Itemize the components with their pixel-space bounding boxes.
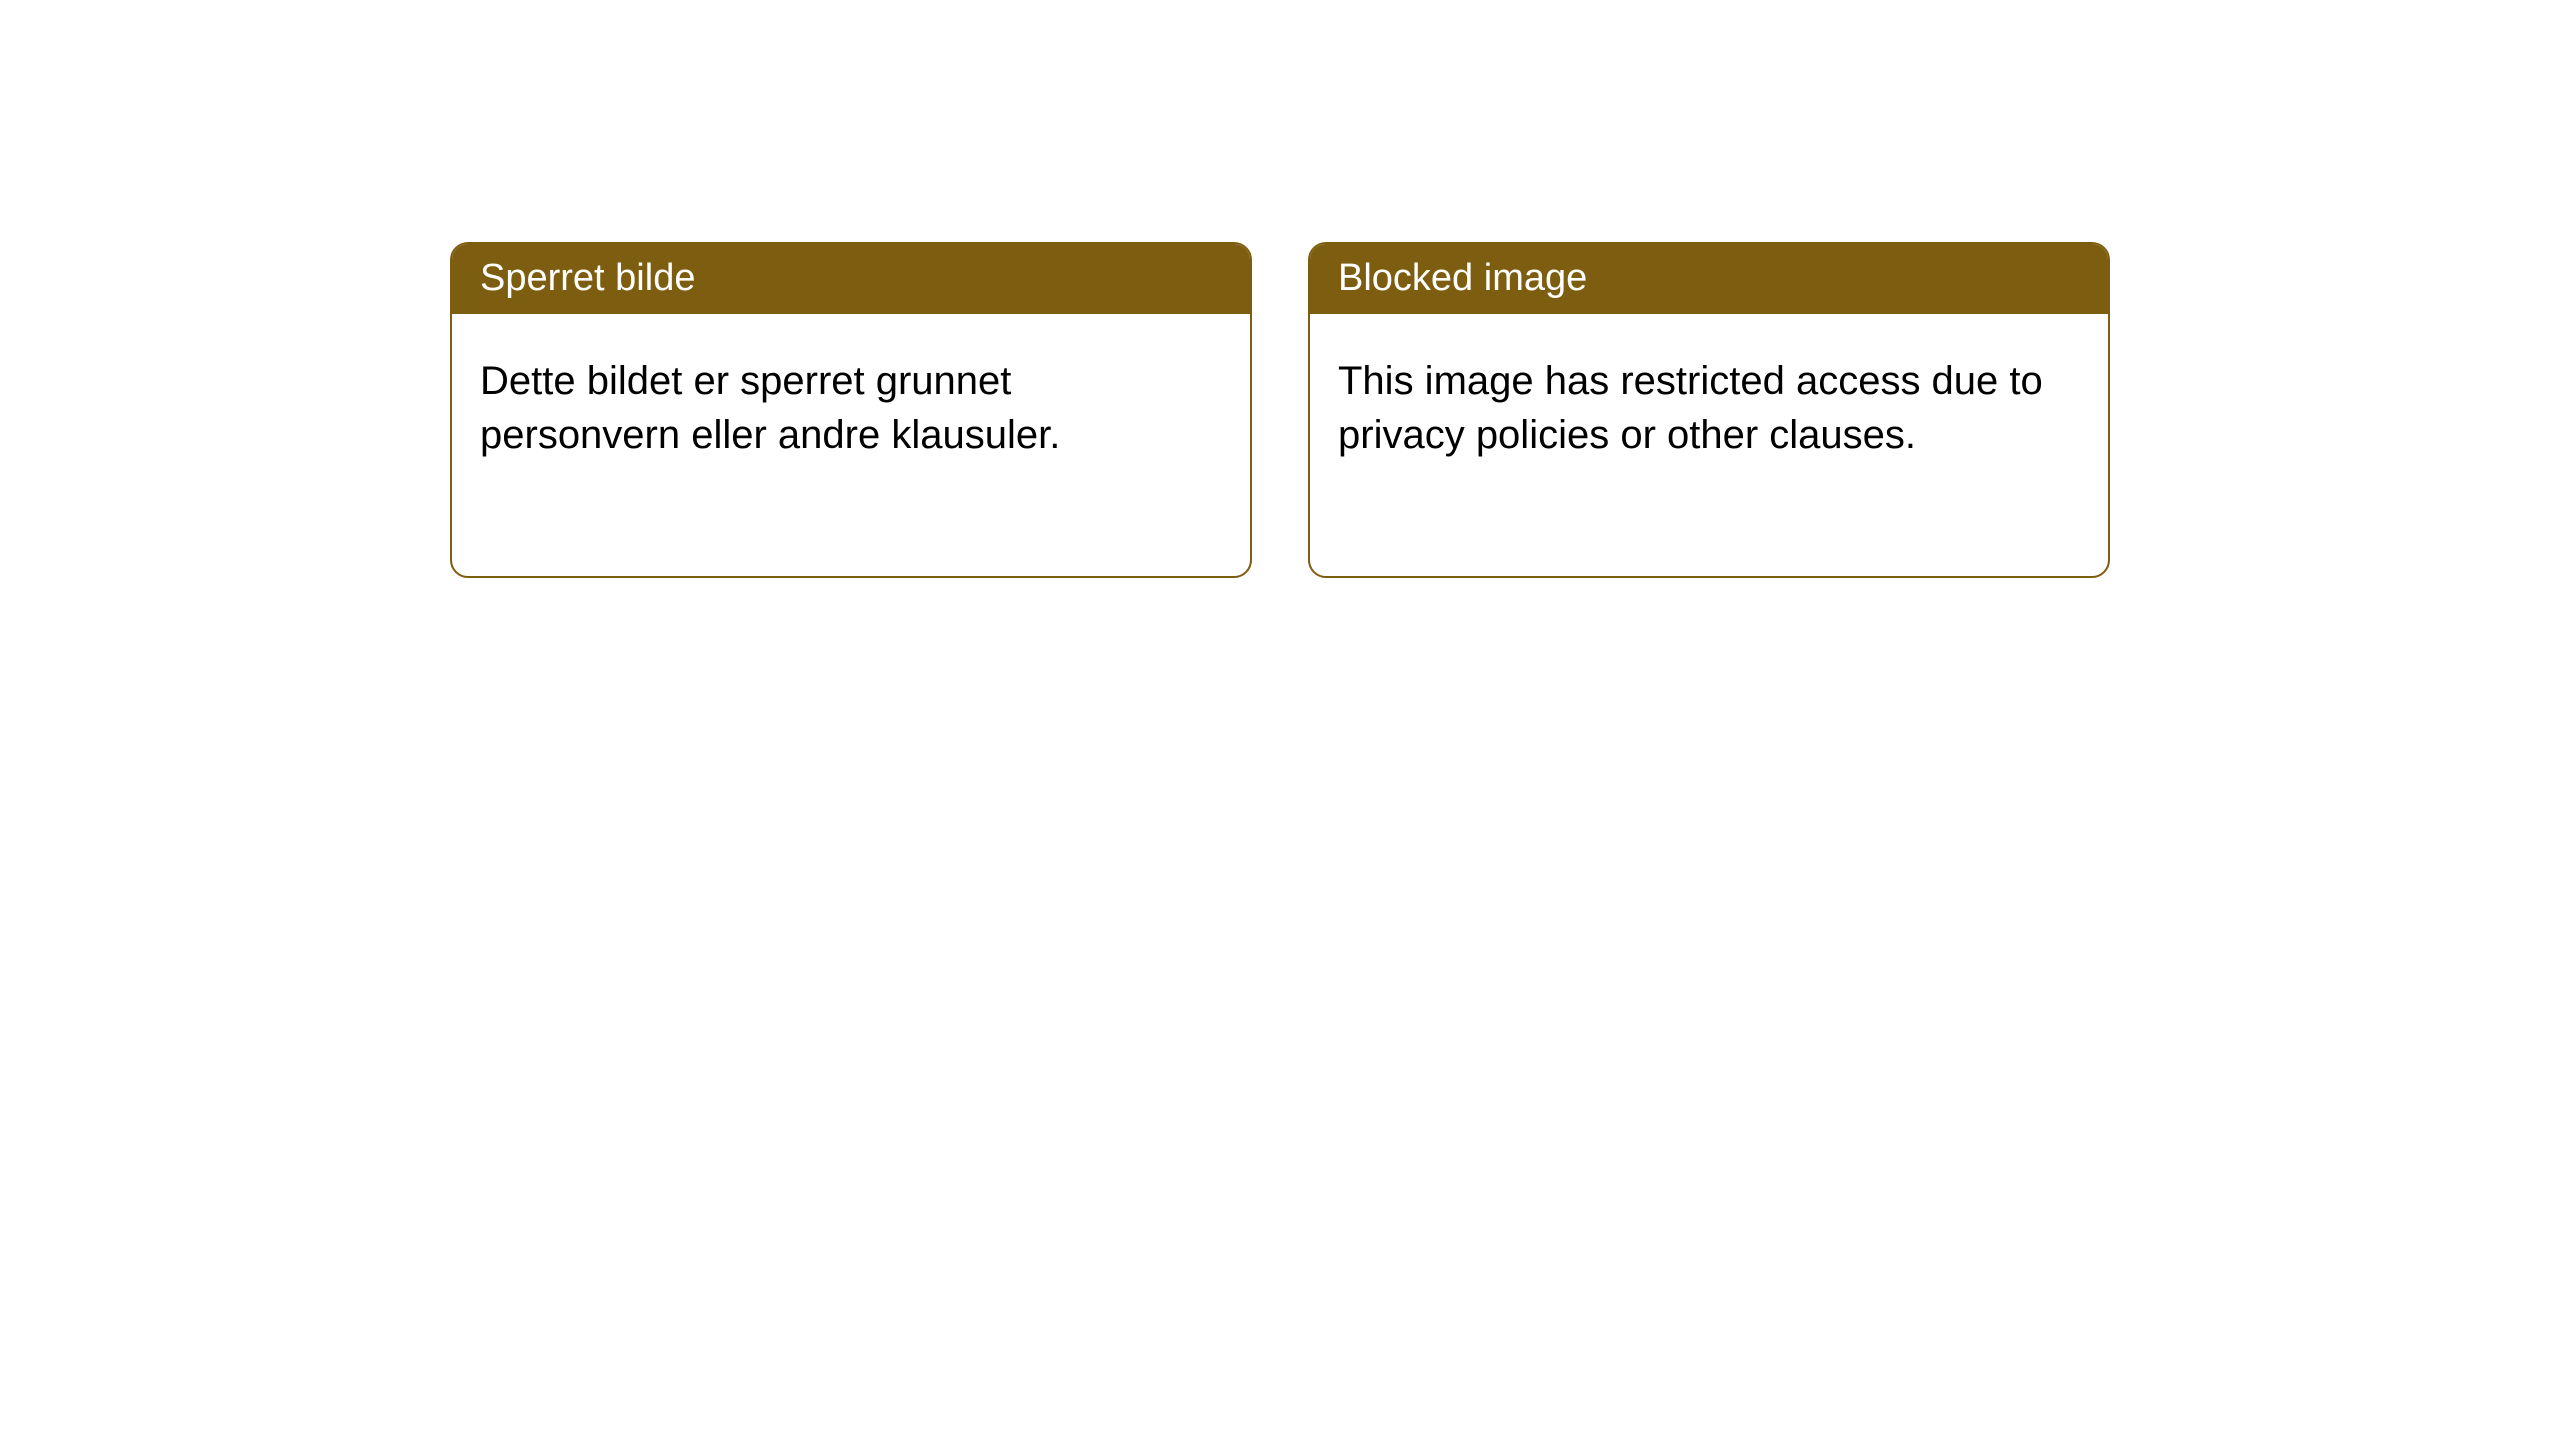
notice-card-norwegian: Sperret bilde Dette bildet er sperret gr… [450, 242, 1252, 578]
card-body: This image has restricted access due to … [1310, 314, 2108, 502]
card-title: Blocked image [1338, 257, 1587, 299]
card-message: This image has restricted access due to … [1338, 359, 2043, 457]
notice-card-english: Blocked image This image has restricted … [1308, 242, 2110, 578]
card-message: Dette bildet er sperret grunnet personve… [480, 359, 1060, 457]
notice-card-container: Sperret bilde Dette bildet er sperret gr… [450, 242, 2110, 578]
card-header: Sperret bilde [452, 244, 1250, 314]
card-header: Blocked image [1310, 244, 2108, 314]
card-title: Sperret bilde [480, 257, 695, 299]
card-body: Dette bildet er sperret grunnet personve… [452, 314, 1250, 502]
